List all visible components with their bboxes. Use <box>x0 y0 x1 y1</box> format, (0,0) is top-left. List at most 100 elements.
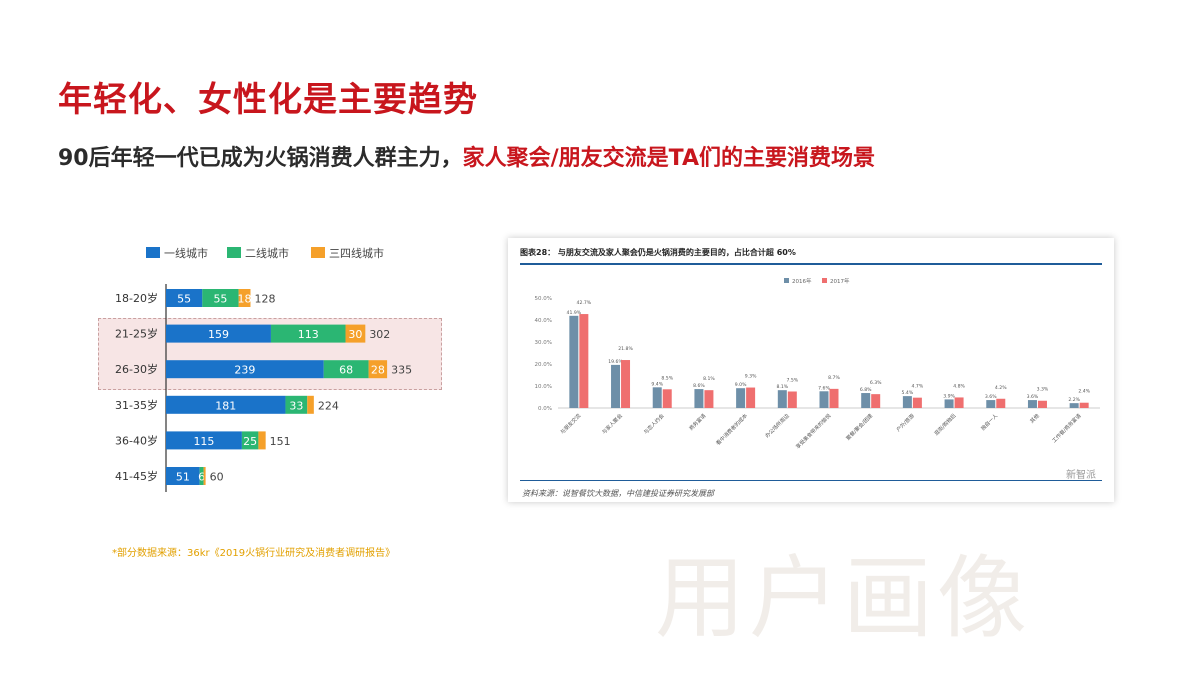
legend-label: 二线城市 <box>245 246 289 260</box>
bar-segment <box>238 289 251 307</box>
bar <box>787 391 797 408</box>
value-label: 8.1% <box>776 384 788 390</box>
data-source-note: *部分数据来源：36kr《2019火锅行业研究及消费者调研报告》 <box>112 548 396 559</box>
category-label: 36-40岁 <box>115 433 158 447</box>
bar-segment <box>368 360 388 379</box>
bar <box>569 315 579 408</box>
bar <box>736 388 746 408</box>
category-label: 41-45岁 <box>115 469 158 483</box>
bar <box>704 390 714 408</box>
segment-label: 33 <box>289 399 303 412</box>
bar-segment <box>345 324 366 343</box>
y-tick-label: 20.0% <box>535 362 552 368</box>
x-tick-label: 与恋人约会 <box>642 412 666 436</box>
value-label: 3.3% <box>1037 387 1049 393</box>
bar <box>777 390 787 408</box>
y-tick-label: 40.0% <box>535 318 552 324</box>
value-label: 3.6% <box>985 394 997 400</box>
value-label: 8.7% <box>828 375 840 381</box>
x-tick-label: 享受美食带来的愉悦 <box>794 412 833 451</box>
legend-swatch <box>784 278 789 283</box>
legend-swatch <box>227 247 241 258</box>
value-label: 8.5% <box>661 375 673 381</box>
y-tick-label: 0.0% <box>538 406 552 412</box>
bar <box>611 364 621 408</box>
x-tick-label: 户外/旅游 <box>894 412 916 434</box>
bar <box>1079 402 1089 408</box>
y-tick-label: 50.0% <box>535 296 552 302</box>
bar <box>652 387 662 408</box>
bar-segment <box>203 467 206 485</box>
value-label: 8.6% <box>693 383 705 389</box>
x-tick-label: 工作餐/商务宴请 <box>1050 412 1083 445</box>
bar-segment <box>166 395 286 414</box>
bar-segment <box>166 289 203 307</box>
bar-segment <box>241 431 259 450</box>
legend-swatch <box>146 247 160 258</box>
bar-segment <box>307 395 314 414</box>
total-label: 60 <box>210 471 224 484</box>
bar-segment <box>166 467 200 485</box>
x-tick-label: 独自一人 <box>979 412 999 432</box>
bar <box>871 394 881 408</box>
total-label: 224 <box>318 399 339 412</box>
bar <box>986 400 996 408</box>
purpose-chart-source: 资料来源：说智餐饮大数据，中信建投证券研究发展部 <box>522 489 714 498</box>
segment-label: 55 <box>213 293 227 306</box>
value-label: 41.9% <box>567 310 582 316</box>
value-label: 2.4% <box>1078 389 1090 395</box>
x-tick-label: 看中消费者的成本 <box>714 412 749 447</box>
bar <box>694 389 704 408</box>
value-label: 5.4% <box>902 390 914 396</box>
bar <box>579 314 589 408</box>
value-label: 7.5% <box>786 378 798 384</box>
x-tick-label: 与家人聚会 <box>600 412 624 436</box>
value-label: 9.4% <box>651 381 663 387</box>
x-tick-label: 其他 <box>1028 412 1041 425</box>
bar <box>954 397 964 408</box>
slide-title: 年轻化、女性化是主要趋势 <box>58 80 478 120</box>
segment-label: 159 <box>208 328 229 341</box>
bar-segment <box>323 360 369 379</box>
bar-segment <box>258 431 266 450</box>
value-label: 21.8% <box>618 346 633 352</box>
segment-label: 68 <box>339 364 353 377</box>
value-label: 4.2% <box>995 385 1007 391</box>
y-tick-label: 30.0% <box>535 340 552 346</box>
total-label: 335 <box>391 364 412 377</box>
legend-label: 2016年 <box>792 277 812 285</box>
bar <box>902 396 912 408</box>
bar-segment <box>285 395 308 414</box>
segment-label: 55 <box>177 293 191 306</box>
value-label: 6.8% <box>860 387 872 393</box>
bar <box>621 360 631 408</box>
x-tick-label: 办公场所周边 <box>763 411 791 439</box>
bar <box>944 399 954 408</box>
subtitle-main: 90后年轻一代已成为火锅消费人群主力， <box>58 146 463 171</box>
bar <box>996 398 1006 408</box>
value-label: 4.8% <box>953 383 965 389</box>
legend-label: 三四线城市 <box>329 246 384 260</box>
bar-segment <box>199 467 204 485</box>
segment-label: 181 <box>215 399 236 412</box>
category-label: 21-25岁 <box>115 327 158 341</box>
bar <box>1069 403 1079 408</box>
bar <box>861 393 871 408</box>
bar-segment <box>202 289 239 307</box>
segment-label: 6 <box>198 471 205 484</box>
bar-segment <box>270 324 346 343</box>
y-tick-label: 10.0% <box>535 384 552 390</box>
value-label: 19.6% <box>608 359 623 365</box>
segment-label: 51 <box>176 471 190 484</box>
segment-label: 18 <box>238 293 252 306</box>
total-label: 128 <box>254 293 275 306</box>
total-label: 302 <box>369 328 390 341</box>
legend-swatch <box>822 278 827 283</box>
bar-segment <box>166 360 324 379</box>
x-tick-label: 逛街/购物后 <box>932 412 957 437</box>
source-rule <box>520 480 1102 481</box>
bar <box>1027 400 1037 408</box>
watermark-text: 用户画像 <box>655 546 1031 651</box>
bar <box>829 388 839 408</box>
panel-logo-watermark: 新智派 <box>1066 470 1096 481</box>
